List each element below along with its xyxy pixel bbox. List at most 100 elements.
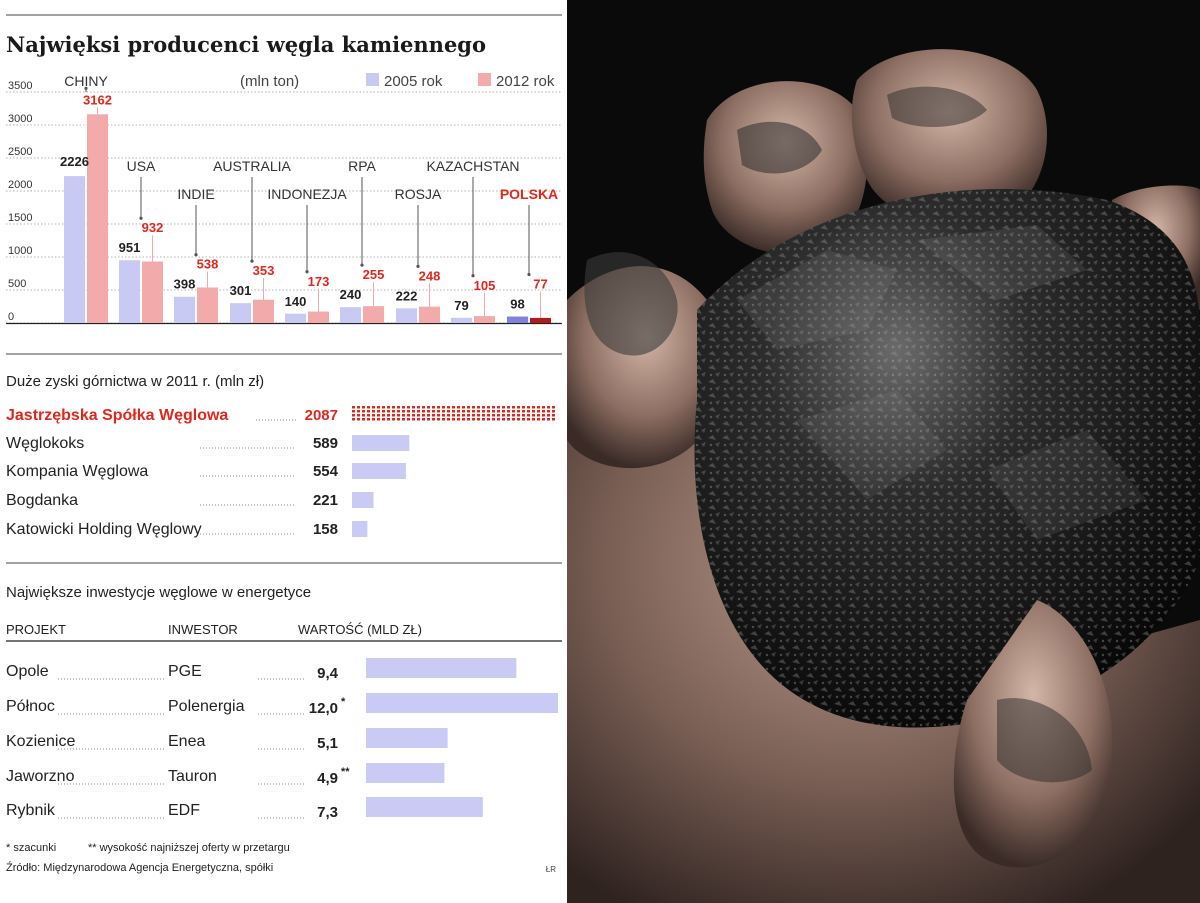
- footnote-mark: **: [341, 766, 350, 778]
- leader-dot: [360, 263, 364, 267]
- bar-2005: [396, 308, 417, 323]
- profit-bar-segment: [412, 406, 415, 409]
- leader-dot: [416, 264, 420, 268]
- leader-dot: [84, 86, 88, 90]
- infographic-panel: Najwięksi producenci węgla kamiennego (ml…: [0, 0, 567, 903]
- profit-bar-segment: [447, 410, 450, 413]
- profit-bar-segment: [462, 406, 465, 409]
- col-header-project: PROJEKT: [6, 622, 66, 637]
- profit-bar-segment: [477, 418, 480, 421]
- investment-bar: [366, 693, 558, 713]
- y-tick-label: 1000: [8, 245, 32, 257]
- category-label: KAZACHSTAN: [426, 158, 519, 174]
- value-label-2012: 77: [533, 277, 547, 292]
- bar-2005: [451, 317, 472, 323]
- profit-bar-segment: [502, 418, 505, 421]
- y-tick-label: 2000: [8, 179, 32, 191]
- profit-bar-segment: [412, 418, 415, 421]
- profit-bar-segment: [422, 410, 425, 413]
- profit-bar-segment: [452, 406, 455, 409]
- profit-bar-segment: [442, 410, 445, 413]
- category-label: INDONEZJA: [267, 186, 347, 202]
- profit-bar-segment: [487, 414, 490, 417]
- bar-2012: [197, 287, 218, 323]
- profit-value: 554: [313, 463, 339, 480]
- profit-bar-segment: [477, 414, 480, 417]
- profit-bar-segment: [402, 414, 405, 417]
- profit-bar-segment: [392, 406, 395, 409]
- profit-bar-segment: [477, 406, 480, 409]
- company-name: Jastrzębska Spółka Węglowa: [6, 407, 228, 424]
- profit-bar-segment: [467, 406, 470, 409]
- profit-bar-segment: [392, 410, 395, 413]
- profit-bar-segment: [497, 410, 500, 413]
- value-label-2005: 140: [285, 294, 307, 309]
- investment-bar: [366, 763, 445, 783]
- profit-bar-segment: [517, 406, 520, 409]
- chart1-title: Najwięksi producenci węgla kamiennego: [6, 32, 486, 57]
- bar-2012: [474, 316, 495, 323]
- project-name: Opole: [6, 663, 49, 680]
- profit-bar-segment: [437, 414, 440, 417]
- profit-bar-segment: [447, 418, 450, 421]
- profit-bar-segment: [527, 406, 530, 409]
- value-label-2012: 932: [142, 220, 164, 235]
- profit-bar-segment: [502, 410, 505, 413]
- bar-2005: [285, 313, 306, 323]
- profit-bar-segment: [372, 406, 375, 409]
- project-name: Kozienice: [6, 733, 75, 750]
- profit-bar-segment: [372, 414, 375, 417]
- bar-2012: [530, 317, 551, 323]
- profit-bar-segment: [497, 406, 500, 409]
- investment-value: 12,0: [309, 700, 338, 717]
- profit-bar-segment: [407, 414, 410, 417]
- category-label: RPA: [348, 158, 376, 174]
- profit-bar-segment: [512, 418, 515, 421]
- category-label: POLSKA: [500, 186, 558, 202]
- profit-bar-segment: [407, 410, 410, 413]
- profit-bar-segment: [457, 410, 460, 413]
- profit-bar-segment: [402, 406, 405, 409]
- profit-bar-segment: [452, 418, 455, 421]
- leader-dot: [471, 274, 475, 278]
- profit-bar-segment: [367, 418, 370, 421]
- profit-bar-segment: [457, 418, 460, 421]
- profit-bar-segment: [527, 418, 530, 421]
- profit-bar-segment: [517, 414, 520, 417]
- investor-name: EDF: [168, 802, 200, 819]
- leader-dot: [527, 272, 531, 277]
- profit-bar-segment: [527, 414, 530, 417]
- profit-bar-segment: [542, 406, 545, 409]
- profit-bar-segment: [432, 410, 435, 413]
- profit-bar-segment: [467, 418, 470, 421]
- value-label-2005: 2226: [60, 154, 89, 169]
- profit-bar-segment: [512, 406, 515, 409]
- profit-bar-segment: [397, 410, 400, 413]
- profit-bar-segment: [492, 410, 495, 413]
- profit-bar-segment: [362, 406, 365, 409]
- profit-bar: [352, 463, 406, 479]
- profit-bar-segment: [412, 410, 415, 413]
- legend-label-2005: 2005 rok: [384, 73, 443, 90]
- bar-2012: [419, 306, 440, 323]
- profit-bar-segment: [497, 418, 500, 421]
- chart3-title: Największe inwestycje węglowe w energety…: [6, 584, 311, 601]
- profit-bar-segment: [367, 410, 370, 413]
- profit-bar-segment: [397, 414, 400, 417]
- profit-bar-segment: [537, 410, 540, 413]
- profit-bar-segment: [362, 418, 365, 421]
- profit-bar-segment: [402, 418, 405, 421]
- company-name: Kompania Węglowa: [6, 463, 148, 480]
- y-tick-label: 3000: [8, 113, 32, 125]
- profit-bar-segment: [462, 414, 465, 417]
- profit-bar-segment: [472, 414, 475, 417]
- profit-bar-segment: [422, 406, 425, 409]
- profit-bar-segment: [532, 410, 535, 413]
- profit-bar-segment: [492, 406, 495, 409]
- profit-bar-segment: [362, 414, 365, 417]
- project-name: Północ: [6, 698, 55, 715]
- profit-bar-segment: [487, 410, 490, 413]
- profit-bar-segment: [507, 418, 510, 421]
- investment-value: 7,3: [317, 804, 338, 821]
- profit-bar-segment: [382, 418, 385, 421]
